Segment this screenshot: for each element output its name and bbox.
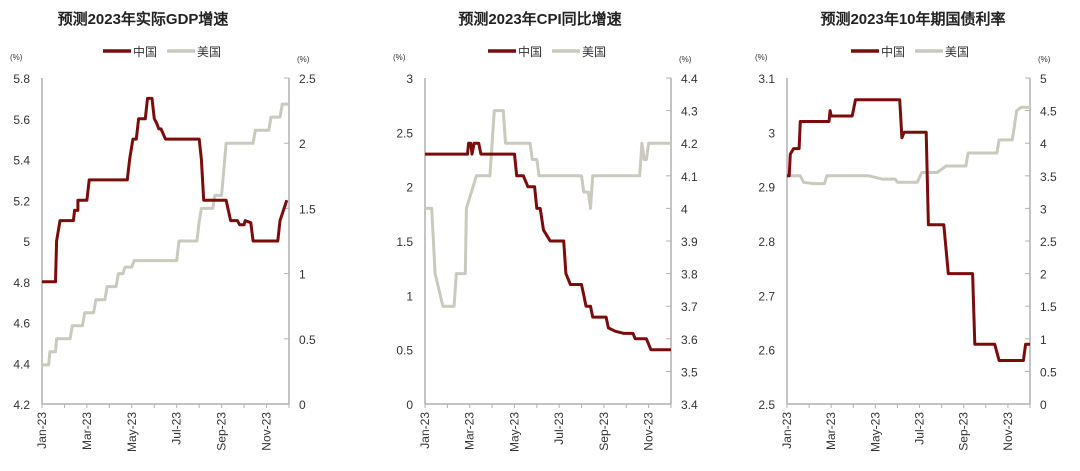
left-tick-label: 4.2 bbox=[13, 398, 30, 412]
chart-title: 预测2023年10年期国债利率 bbox=[820, 10, 1005, 28]
right-tick-label: 1 bbox=[1040, 333, 1047, 347]
right-axis-unit: (%) bbox=[1038, 55, 1051, 64]
left-tick-label: 3 bbox=[406, 72, 413, 86]
left-tick-label: 0 bbox=[406, 398, 413, 412]
x-tick-label: Sep-23 bbox=[597, 412, 611, 451]
right-tick-label: 4.3 bbox=[681, 105, 698, 119]
right-tick-label: 2.5 bbox=[299, 72, 316, 86]
x-tick-label: Mar-23 bbox=[824, 412, 838, 450]
left-tick-label: 0.5 bbox=[396, 344, 413, 358]
left-tick-label: 2 bbox=[406, 181, 413, 195]
right-tick-label: 4.5 bbox=[1040, 105, 1057, 119]
legend-label-us: 美国 bbox=[197, 45, 221, 59]
right-tick-label: 4.2 bbox=[681, 137, 698, 151]
x-tick-label: Mar-23 bbox=[463, 412, 477, 450]
left-tick-label: 2.5 bbox=[396, 126, 413, 140]
x-tick-label: Nov-23 bbox=[642, 412, 656, 451]
right-tick-label: 2 bbox=[299, 137, 306, 151]
left-tick-label: 2.8 bbox=[758, 235, 775, 249]
right-tick-label: 4.1 bbox=[681, 170, 698, 184]
right-axis-unit: (%) bbox=[679, 55, 692, 64]
left-tick-label: 3 bbox=[768, 126, 775, 140]
right-tick-label: 0 bbox=[299, 398, 306, 412]
left-tick-label: 1.5 bbox=[396, 235, 413, 249]
series-line-us bbox=[425, 109, 671, 308]
right-tick-label: 0.5 bbox=[1040, 365, 1057, 379]
x-tick-label: Sep-23 bbox=[957, 412, 971, 451]
right-tick-label: 1.5 bbox=[299, 202, 316, 216]
right-tick-label: 0.5 bbox=[299, 333, 316, 347]
left-tick-label: 5 bbox=[23, 235, 30, 249]
left-tick-label: 3.1 bbox=[758, 72, 775, 86]
right-tick-label: 5 bbox=[1040, 72, 1047, 86]
right-tick-label: 3.5 bbox=[1040, 170, 1057, 184]
chart-title: 预测2023年实际GDP增速 bbox=[58, 10, 229, 28]
series-line-china bbox=[42, 96, 289, 284]
x-tick-label: Jan-23 bbox=[418, 412, 432, 449]
right-tick-label: 4 bbox=[681, 202, 688, 216]
x-tick-label: May-23 bbox=[868, 412, 882, 452]
left-tick-label: 5.4 bbox=[13, 154, 30, 168]
legend-label-china: 中国 bbox=[133, 44, 157, 59]
right-tick-label: 3.5 bbox=[681, 365, 698, 379]
x-tick-label: Jan-23 bbox=[35, 412, 49, 449]
right-tick-label: 4 bbox=[1040, 137, 1047, 151]
x-tick-label: Jan-23 bbox=[780, 412, 794, 449]
right-tick-label: 3.8 bbox=[681, 268, 698, 282]
left-tick-label: 5.6 bbox=[13, 113, 30, 127]
legend-label-us: 美国 bbox=[945, 45, 969, 59]
right-tick-label: 3.9 bbox=[681, 235, 698, 249]
legend-label-china: 中国 bbox=[518, 44, 542, 59]
x-tick-label: Sep-23 bbox=[215, 412, 229, 451]
left-tick-label: 4.8 bbox=[13, 276, 30, 290]
x-tick-label: May-23 bbox=[125, 412, 139, 452]
right-tick-label: 1.5 bbox=[1040, 300, 1057, 314]
left-axis-unit: (%) bbox=[393, 53, 406, 62]
left-tick-label: 2.6 bbox=[758, 344, 775, 358]
x-tick-label: Nov-23 bbox=[260, 412, 274, 451]
chart-title: 预测2023年CPI同比增速 bbox=[458, 10, 621, 28]
left-axis-unit: (%) bbox=[10, 53, 23, 62]
right-tick-label: 2.5 bbox=[1040, 235, 1057, 249]
right-tick-label: 3.6 bbox=[681, 333, 698, 347]
series-line-china bbox=[425, 141, 671, 352]
legend-label-us: 美国 bbox=[582, 45, 606, 59]
x-tick-label: May-23 bbox=[507, 412, 521, 452]
right-tick-label: 3.4 bbox=[681, 398, 698, 412]
right-tick-label: 3 bbox=[1040, 202, 1047, 216]
x-tick-label: Mar-23 bbox=[80, 412, 94, 450]
series-line-china bbox=[787, 98, 1030, 362]
right-tick-label: 3.7 bbox=[681, 300, 698, 314]
left-tick-label: 2.5 bbox=[758, 398, 775, 412]
left-axis-unit: (%) bbox=[755, 53, 768, 62]
right-tick-label: 1 bbox=[299, 268, 306, 282]
right-tick-label: 4.4 bbox=[681, 72, 698, 86]
legend-label-china: 中国 bbox=[881, 44, 905, 59]
x-tick-label: Nov-23 bbox=[1001, 412, 1015, 451]
series-line-us bbox=[42, 102, 289, 367]
left-tick-label: 5.8 bbox=[13, 72, 30, 86]
left-tick-label: 2.9 bbox=[758, 181, 775, 195]
left-tick-label: 4.4 bbox=[13, 357, 30, 371]
series-line-us bbox=[787, 105, 1030, 186]
x-tick-label: Jul-23 bbox=[552, 412, 566, 445]
left-tick-label: 2.7 bbox=[758, 289, 775, 303]
left-tick-label: 5.2 bbox=[13, 194, 30, 208]
right-tick-label: 0 bbox=[1040, 398, 1047, 412]
left-tick-label: 4.6 bbox=[13, 317, 30, 331]
x-tick-label: Jul-23 bbox=[170, 412, 184, 445]
right-axis-unit: (%) bbox=[297, 55, 310, 64]
right-tick-label: 2 bbox=[1040, 268, 1047, 282]
x-tick-label: Jul-23 bbox=[913, 412, 927, 445]
left-tick-label: 1 bbox=[406, 289, 413, 303]
